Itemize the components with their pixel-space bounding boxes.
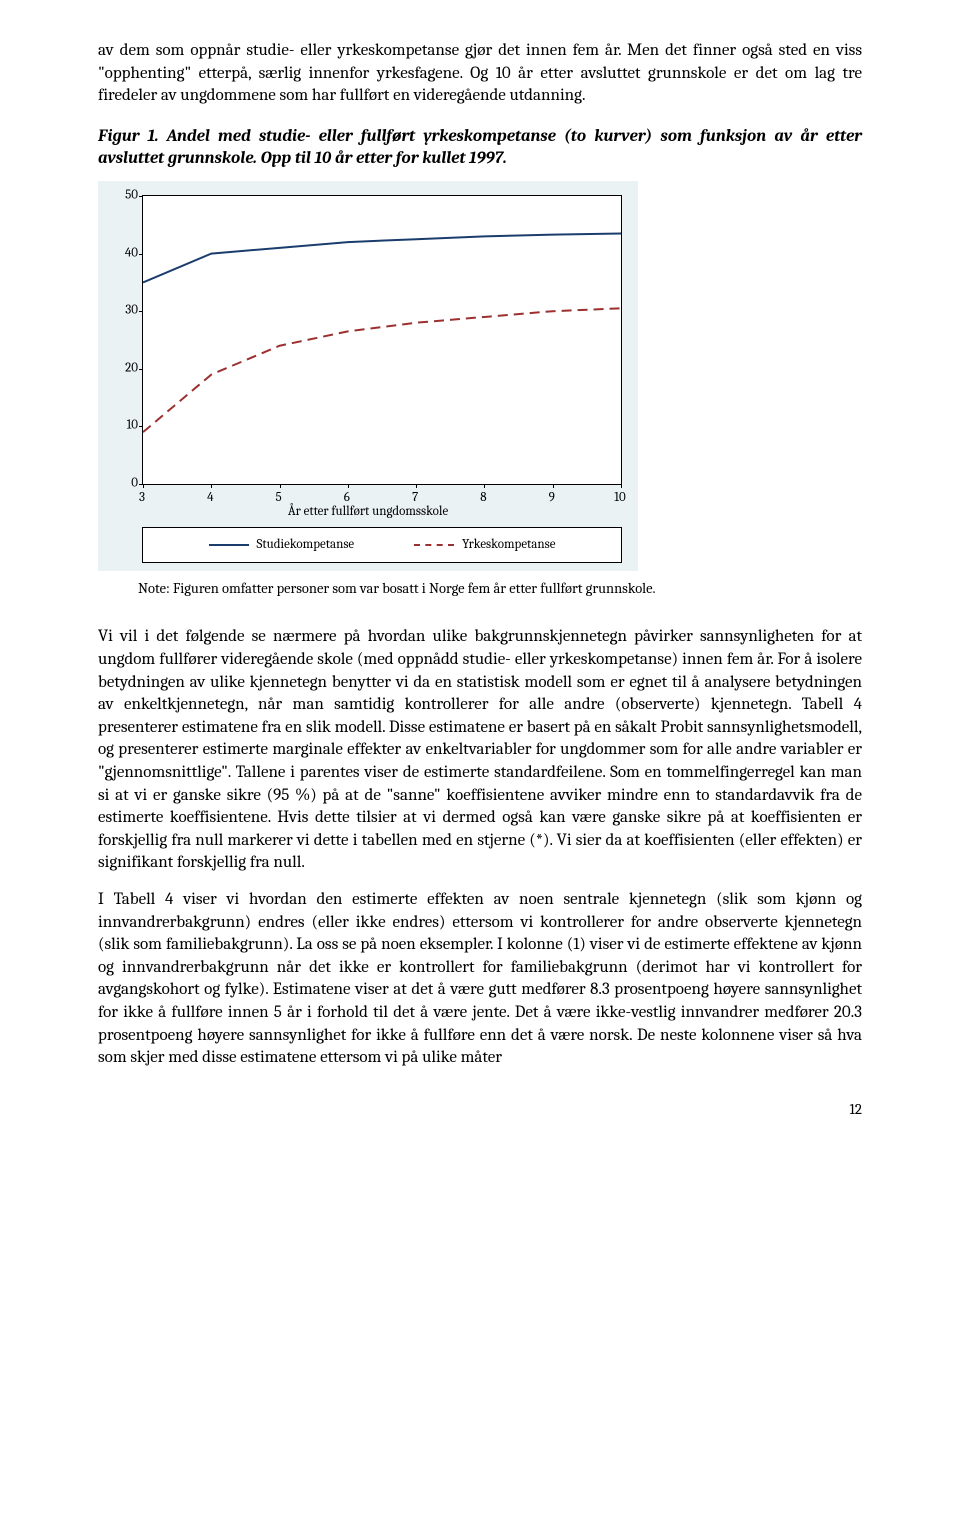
x-tick-label: 5: [275, 489, 281, 506]
legend: Studiekompetanse Yrkeskompetanse: [142, 527, 622, 563]
y-tick-label: 10: [120, 417, 138, 434]
paragraph-1: av dem som oppnår studie- eller yrkeskom…: [98, 40, 862, 108]
figure-1: År etter fullført ungdomsskole Studiekom…: [98, 181, 638, 571]
x-tick-label: 9: [549, 489, 555, 506]
figure-note: Note: Figuren omfatter personer som var …: [138, 579, 862, 598]
x-tick-label: 4: [207, 489, 213, 506]
x-tick-label: 3: [139, 489, 145, 506]
x-tick-label: 10: [614, 489, 625, 506]
paragraph-2: Vi vil i det følgende se nærmere på hvor…: [98, 626, 862, 875]
paragraph-3: I Tabell 4 viser vi hvordan den estimert…: [98, 889, 862, 1070]
x-tick-label: 7: [412, 489, 418, 506]
chart-panel: År etter fullført ungdomsskole Studiekom…: [98, 181, 638, 571]
plot-area: [142, 195, 622, 485]
y-tick-label: 40: [120, 244, 138, 261]
x-axis-label: År etter fullført ungdomsskole: [288, 503, 448, 520]
legend-item-studie: Studiekompetanse: [209, 536, 355, 553]
x-tick-label: 8: [480, 489, 486, 506]
page-number: 12: [98, 1100, 862, 1120]
legend-line-studie: [209, 544, 249, 546]
y-tick-label: 50: [120, 186, 138, 203]
figure-caption: Figur 1. Andel med studie- eller fullfør…: [98, 126, 862, 171]
legend-line-yrkes: [414, 544, 454, 546]
chart-svg: [143, 196, 621, 484]
y-tick-label: 20: [120, 359, 138, 376]
legend-label-yrkes: Yrkeskompetanse: [462, 536, 555, 553]
legend-label-studie: Studiekompetanse: [257, 536, 355, 553]
legend-item-yrkes: Yrkeskompetanse: [414, 536, 555, 553]
y-tick-label: 0: [120, 474, 138, 491]
y-tick-label: 30: [120, 302, 138, 319]
x-tick-label: 6: [344, 489, 350, 506]
